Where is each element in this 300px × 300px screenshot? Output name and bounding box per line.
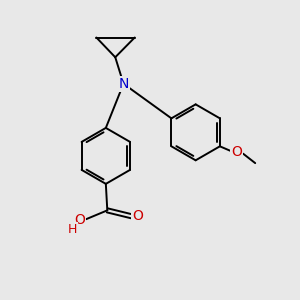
Text: H: H [67,223,77,236]
Text: O: O [231,145,242,159]
Text: O: O [133,209,143,223]
Text: N: N [118,77,129,91]
Text: O: O [74,213,85,227]
